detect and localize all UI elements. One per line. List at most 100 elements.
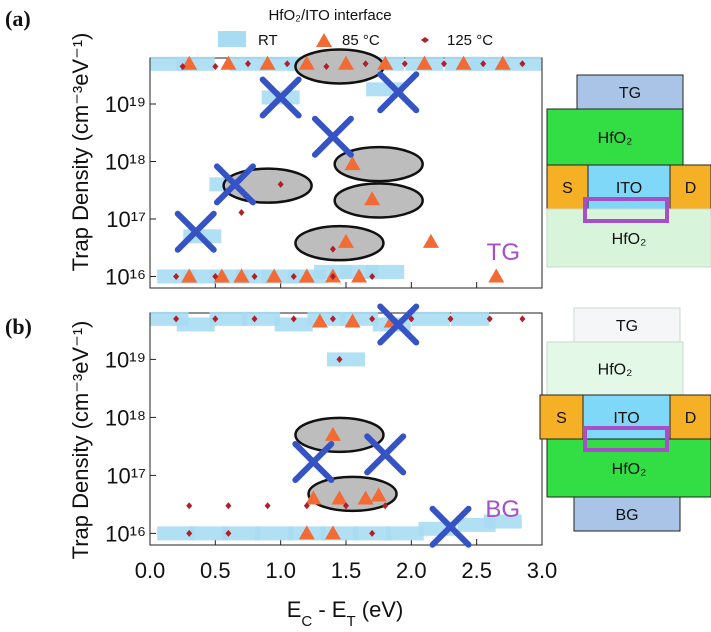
85c-point xyxy=(298,55,315,70)
x-marker xyxy=(174,210,217,253)
rt-point xyxy=(366,264,405,279)
85c-point xyxy=(233,268,250,283)
85c-point xyxy=(259,55,276,70)
legend-85c-swatch xyxy=(316,33,332,47)
125c-point xyxy=(303,502,310,510)
x-tick-label: 3.0 xyxy=(527,558,558,583)
x-marker xyxy=(364,433,407,476)
x-tick-label: 0.5 xyxy=(200,558,231,583)
85c-point xyxy=(422,233,439,248)
85c-point xyxy=(488,268,505,283)
85c-point xyxy=(377,55,394,70)
legend: HfO₂/ITO interface RT 85 °C 125 °C xyxy=(218,7,493,49)
125c-point xyxy=(212,315,219,323)
device-b-hfo2-top xyxy=(546,341,684,396)
rt-point xyxy=(189,526,228,541)
x-marker xyxy=(292,441,335,484)
85c-point xyxy=(351,268,368,283)
85c-point xyxy=(344,313,361,328)
125c-point xyxy=(369,273,376,280)
rt-point xyxy=(307,311,346,326)
device-b-ito xyxy=(582,394,671,440)
device-b-drain-label: D xyxy=(685,410,697,427)
125c-point xyxy=(238,208,245,216)
legend-rt-swatch xyxy=(218,31,246,47)
bg-tag: BG xyxy=(485,496,520,523)
125c-point xyxy=(329,245,336,253)
125c-point xyxy=(329,315,336,323)
85c-point xyxy=(181,268,198,283)
125c-point xyxy=(290,315,297,323)
125c-point xyxy=(264,502,271,510)
85c-point xyxy=(305,490,322,505)
85c-point xyxy=(324,525,341,540)
85c-point xyxy=(220,55,237,70)
device-a-source-label: S xyxy=(562,180,573,197)
125c-point xyxy=(277,180,284,188)
125c-point xyxy=(225,502,232,510)
x-tick-label: 0.0 xyxy=(135,558,166,583)
125c-point xyxy=(290,273,297,280)
85c-point xyxy=(494,55,511,70)
device-b-tg xyxy=(573,307,681,343)
85c-point xyxy=(338,233,354,248)
85c-point xyxy=(364,191,381,206)
85c-point xyxy=(298,525,315,540)
y-tick-label: 10¹⁷ xyxy=(106,463,146,488)
125c-point xyxy=(173,273,180,280)
rt-point xyxy=(385,526,424,541)
125c-point xyxy=(186,529,193,537)
85c-point xyxy=(311,313,328,328)
125c-point xyxy=(251,315,258,323)
device-b-tg-label: TG xyxy=(616,318,638,335)
device-a-tg xyxy=(576,74,684,110)
y-tick-label: 10¹⁷ xyxy=(106,207,146,232)
rt-point xyxy=(255,526,294,541)
device-b-hfo2-bottom-label: HfO₂ xyxy=(612,461,647,478)
x-marker xyxy=(311,115,354,158)
device-a-hfo2-bottom xyxy=(546,208,711,268)
legend-title: HfO₂/ITO interface xyxy=(268,7,391,24)
rt-point xyxy=(327,352,365,367)
device-b-source-label: S xyxy=(556,410,567,427)
125c-point xyxy=(362,60,369,68)
y-tick-label: 10¹⁹ xyxy=(105,92,146,117)
panel-b-label: (b) xyxy=(5,314,32,339)
x-marker xyxy=(377,303,420,346)
125c-point xyxy=(245,60,251,68)
85c-point xyxy=(298,268,315,283)
rt-point xyxy=(176,317,215,332)
device-a-interface-box xyxy=(583,197,669,223)
125c-point xyxy=(336,355,343,363)
125c-point xyxy=(519,60,526,68)
x-tick-label: 1.5 xyxy=(331,558,362,583)
125c-point xyxy=(284,60,291,68)
tg-tag: TG xyxy=(487,239,520,266)
panel-a-plot: 10¹⁶ 10¹⁷ 10¹⁸ 10¹⁹ TG xyxy=(105,48,543,290)
panel-b-plot: 10¹⁶ 10¹⁷ 10¹⁸ 10¹⁹ BG xyxy=(105,303,543,548)
rt-point xyxy=(222,526,261,541)
device-a-hfo2-top-label: HfO₂ xyxy=(598,130,633,147)
125c-point xyxy=(519,315,526,323)
legend-rt-label: RT xyxy=(258,32,278,49)
panel-a-label: (a) xyxy=(5,6,31,31)
85c-point xyxy=(338,55,354,70)
y-tick-label: 10¹⁸ xyxy=(105,150,146,175)
panel-b: (b) Trap Density (cm⁻³eV⁻¹) 10¹⁶ 10¹⁷ 10¹⁸… xyxy=(5,303,558,630)
device-a-source xyxy=(546,164,589,210)
125c-point xyxy=(225,529,232,537)
highlight-ellipse xyxy=(294,416,385,454)
125c-point xyxy=(251,273,258,280)
125c-point xyxy=(179,62,186,70)
rt-point xyxy=(411,311,450,326)
85c-point xyxy=(266,268,283,283)
125c-point xyxy=(369,315,376,323)
highlight-ellipse xyxy=(307,475,398,513)
rt-point xyxy=(483,514,522,529)
85c-point xyxy=(357,490,374,505)
125c-point xyxy=(212,273,219,280)
panel-b-xticks: 0.0 0.5 1.0 1.5 2.0 2.5 3.0 xyxy=(135,558,558,583)
legend-85c-label: 85 °C xyxy=(342,32,380,49)
x-marker xyxy=(429,505,472,548)
